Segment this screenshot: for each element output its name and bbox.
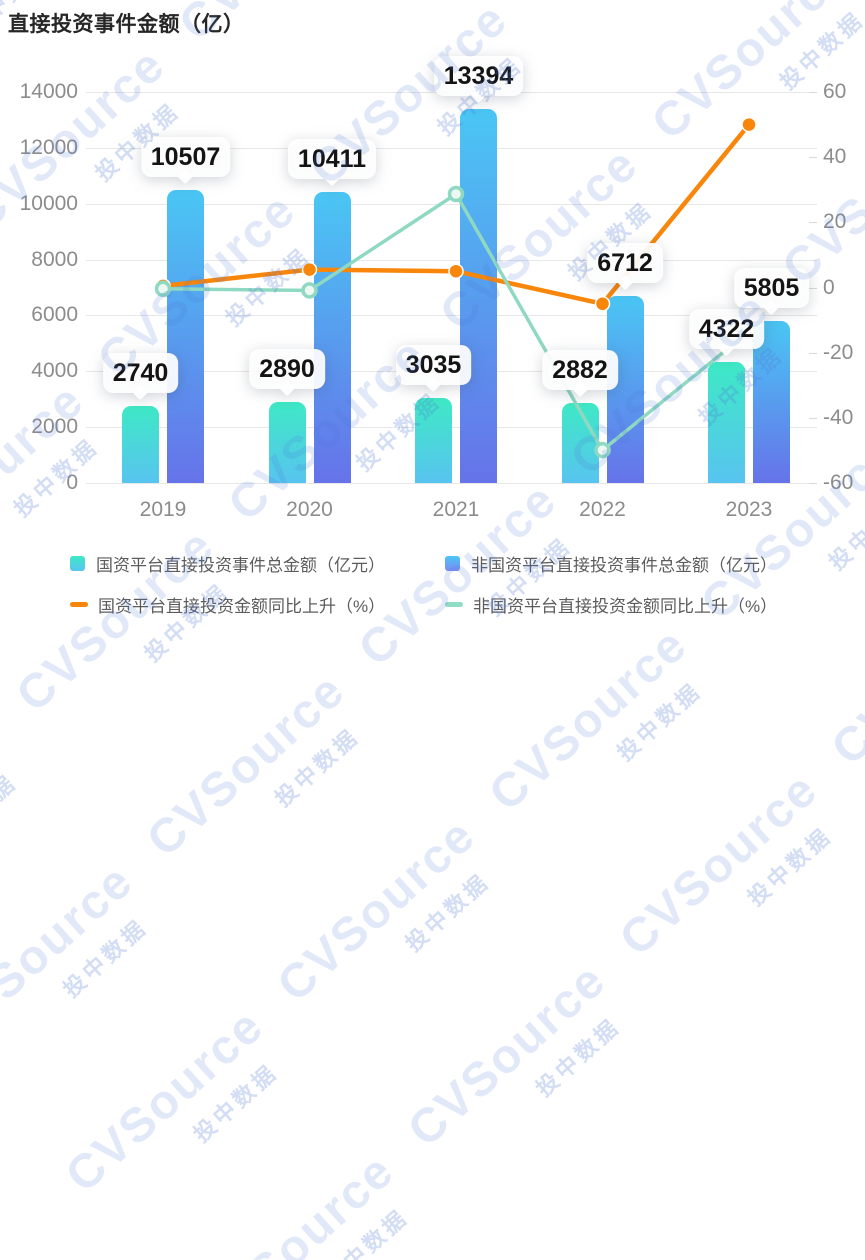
bar-value-tooltip: 3035	[395, 345, 472, 386]
right-axis-tick	[809, 483, 817, 484]
left-axis-tick-label: 12000	[19, 135, 78, 159]
watermark-cn-text: 投中数据	[270, 723, 365, 812]
watermark-brand-text: CVSource	[267, 808, 486, 1013]
teal-yoy-line	[161, 192, 751, 452]
left-axis-tick-label: 14000	[19, 80, 78, 103]
x-axis-year-label: 2021	[432, 498, 480, 521]
teal-bar-swatch-icon	[70, 556, 85, 571]
watermark-cn-text: 投中数据	[612, 677, 707, 766]
right-axis-tick	[809, 287, 817, 289]
watermark-brand-text: CVSource	[186, 1144, 405, 1260]
legend-label: 非国资平台直接投资金额同比上升（%）	[473, 597, 778, 616]
bar	[268, 402, 306, 483]
bar	[313, 192, 351, 483]
right-axis-tick	[809, 157, 817, 159]
right-axis-tick-label: -40	[823, 405, 854, 429]
right-axis-tick	[809, 222, 817, 224]
watermark-cn-text: 投中数据	[400, 868, 495, 957]
data-point-dot	[741, 116, 757, 133]
watermark-brand-text: CVSource	[610, 762, 828, 967]
watermark-brand-text: CVSource	[398, 953, 617, 1158]
bar-value-tooltip: 2740	[102, 353, 179, 394]
bar-value-tooltip: 10507	[140, 136, 231, 177]
bar-value-tooltip: 6712	[587, 242, 663, 283]
bar	[708, 362, 745, 483]
legend-item-bar-nonstate[interactable]: 非国资平台直接投资事件总金额（亿元）	[445, 551, 777, 576]
legend-label: 非国资平台直接投资事件总金额（亿元）	[471, 556, 777, 575]
bar	[167, 189, 204, 483]
teal-line-swatch-icon	[445, 602, 463, 607]
bar-value-tooltip: 2882	[542, 349, 618, 390]
watermark-cn-text: 投中数据	[742, 822, 837, 911]
watermark-cn-text: 投中数据	[58, 914, 153, 1003]
bar-value-tooltip: 4322	[688, 309, 765, 350]
right-axis-tick	[809, 352, 817, 354]
watermark-brand-text: CVSource	[0, 709, 13, 914]
legend-item-bar-state[interactable]: 国资平台直接投资事件总金额（亿元）	[70, 551, 385, 576]
watermark-cn-text: 投中数据	[319, 1203, 414, 1260]
bar-value-tooltip: 13394	[433, 55, 524, 96]
right-axis-tick-label: 0	[823, 275, 835, 299]
x-axis-year-label: 2023	[725, 498, 773, 521]
left-axis-tick-label: 2000	[31, 415, 78, 439]
watermark-cn-text: 投中数据	[531, 1013, 626, 1102]
watermark-brand-text: CVSource	[0, 854, 144, 1058]
left-axis-tick-label: 6000	[31, 303, 78, 327]
left-axis-tick-label: 4000	[31, 359, 78, 383]
legend-label: 国资平台直接投资金额同比上升（%）	[98, 597, 386, 616]
right-axis-tick-label: 20	[823, 210, 847, 234]
watermark-brand-text: CVSource	[137, 663, 356, 868]
x-axis-year-label: 2022	[579, 498, 626, 521]
legend-label: 国资平台直接投资事件总金额（亿元）	[96, 556, 385, 575]
gridline	[86, 483, 817, 484]
bar	[606, 295, 644, 483]
x-axis-year-label: 2020	[286, 498, 333, 521]
right-axis-tick	[809, 92, 817, 93]
legend-item-line-nonstate[interactable]: 非国资平台直接投资金额同比上升（%）	[445, 592, 777, 617]
watermark-cn-text: 投中数据	[188, 1059, 283, 1148]
right-axis-tick-label: -60	[823, 471, 854, 494]
bar	[460, 108, 497, 483]
x-axis-year-label: 2019	[139, 498, 187, 521]
blue-bar-swatch-icon	[445, 556, 460, 571]
right-axis-tick	[809, 417, 817, 419]
watermark-brand-text: CVSource	[55, 999, 274, 1203]
bar	[122, 406, 159, 483]
orange-line-swatch-icon	[70, 602, 88, 607]
chart-title: 直接投资事件金额（亿）	[8, 13, 245, 36]
bar-value-tooltip: 2890	[249, 349, 325, 390]
left-axis-tick-label: 0	[66, 471, 78, 494]
bar	[415, 398, 452, 483]
right-axis-tick-label: 40	[823, 145, 847, 169]
right-axis-tick-label: 60	[823, 80, 847, 103]
left-axis-tick-label: 8000	[31, 247, 78, 271]
watermark-cn-text: 投中数据	[0, 769, 22, 858]
bar	[561, 402, 599, 483]
bar-value-tooltip: 10411	[287, 139, 377, 180]
plot-area: 0 2000 4000 6000 8000 10000 12000 14000 -60 -40 -2…	[0, 0, 865, 630]
bar-value-tooltip: 5805	[733, 267, 810, 308]
legend-item-line-state[interactable]: 国资平台直接投资金额同比上升（%）	[70, 592, 385, 617]
right-axis-tick-label: -20	[823, 340, 854, 364]
left-axis-tick-label: 10000	[19, 191, 78, 215]
